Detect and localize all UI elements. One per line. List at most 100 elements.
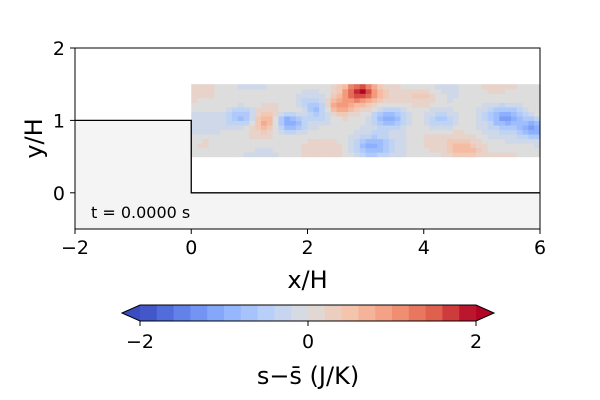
- field-cell: [197, 147, 204, 153]
- field-cell: [383, 152, 390, 158]
- field-cell: [214, 138, 221, 144]
- field-cell: [261, 129, 268, 135]
- field-cell: [290, 152, 297, 158]
- field-cell: [522, 143, 529, 149]
- field-cell: [452, 129, 460, 135]
- field-cell: [266, 106, 274, 112]
- field-cell: [470, 102, 477, 108]
- field-cell: [447, 138, 454, 144]
- field-cell: [435, 93, 442, 99]
- field-cell: [237, 152, 245, 158]
- field-cell: [231, 106, 239, 112]
- field-cell: [266, 133, 274, 140]
- field-cell: [284, 129, 291, 135]
- field-cell: [301, 93, 309, 99]
- field-cell: [359, 133, 367, 140]
- field-cell: [197, 124, 204, 131]
- field-cell: [493, 152, 500, 158]
- field-cell: [528, 93, 535, 99]
- field-cell: [476, 106, 483, 112]
- field-cell: [487, 106, 495, 112]
- field-cell: [261, 97, 268, 103]
- field-cell: [493, 111, 500, 117]
- field-cell: [417, 152, 425, 158]
- field-cell: [476, 147, 483, 153]
- field-cell: [388, 129, 396, 135]
- field-cell: [278, 115, 285, 121]
- field-cell: [499, 106, 506, 112]
- field-cell: [452, 152, 460, 158]
- field-cell: [522, 152, 529, 158]
- field-cell: [359, 111, 367, 117]
- field-cell: [481, 143, 489, 149]
- field-cell: [214, 147, 221, 153]
- field-cell: [481, 102, 489, 108]
- field-cell: [336, 138, 343, 144]
- field-cell: [307, 138, 314, 144]
- field-cell: [220, 102, 227, 108]
- field-cell: [458, 84, 466, 90]
- field-cell: [261, 84, 268, 90]
- field-cell: [377, 115, 384, 121]
- field-cell: [359, 147, 367, 153]
- field-cell: [435, 138, 442, 144]
- field-cell: [505, 133, 512, 140]
- field-cell: [272, 93, 280, 99]
- field-cell: [412, 84, 419, 90]
- field-cell: [220, 152, 227, 158]
- field-cell: [400, 106, 407, 112]
- field-cell: [249, 129, 256, 135]
- field-cell: [510, 152, 518, 158]
- field-cell: [458, 133, 466, 140]
- field-cell: [423, 138, 431, 144]
- field-cell: [243, 102, 250, 108]
- field-cell: [191, 84, 198, 90]
- field-cell: [394, 88, 402, 94]
- field-cell: [243, 93, 250, 99]
- field-cell: [197, 97, 204, 103]
- field-cell: [481, 133, 489, 140]
- field-cell: [534, 88, 541, 94]
- field-cell: [383, 133, 390, 140]
- field-cell: [452, 102, 460, 108]
- field-cell: [406, 111, 413, 117]
- field-cell: [510, 129, 518, 135]
- field-cell: [487, 93, 495, 99]
- field-cell: [487, 138, 495, 144]
- field-cell: [493, 97, 500, 103]
- field-cell: [505, 120, 512, 126]
- field-cell: [237, 120, 245, 126]
- field-cell: [359, 143, 367, 149]
- field-cell: [394, 84, 402, 90]
- field-cell: [226, 120, 233, 126]
- field-cell: [441, 129, 448, 135]
- field-cell: [516, 152, 524, 158]
- field-cell: [435, 97, 442, 103]
- field-cell: [330, 133, 338, 140]
- field-cell: [348, 152, 355, 158]
- field-cell: [278, 106, 285, 112]
- field-cell: [458, 143, 466, 149]
- field-cell: [528, 115, 535, 121]
- field-cell: [261, 152, 268, 158]
- field-cell: [272, 129, 280, 135]
- field-cell: [406, 115, 413, 121]
- field-cell: [342, 97, 349, 103]
- field-cell: [476, 120, 483, 126]
- field-cell: [464, 88, 471, 94]
- field-cell: [354, 129, 361, 135]
- field-cell: [487, 129, 495, 135]
- x-tick-label: 0: [185, 237, 197, 259]
- field-cell: [481, 93, 489, 99]
- field-cell: [336, 129, 343, 135]
- field-cell: [371, 97, 378, 103]
- field-cell: [359, 84, 367, 90]
- field-cell: [313, 120, 320, 126]
- field-cell: [516, 129, 524, 135]
- field-cell: [447, 84, 454, 90]
- field-cell: [406, 84, 413, 90]
- field-cell: [452, 143, 460, 149]
- field-cell: [231, 102, 239, 108]
- field-cell: [464, 93, 471, 99]
- field-cell: [290, 88, 297, 94]
